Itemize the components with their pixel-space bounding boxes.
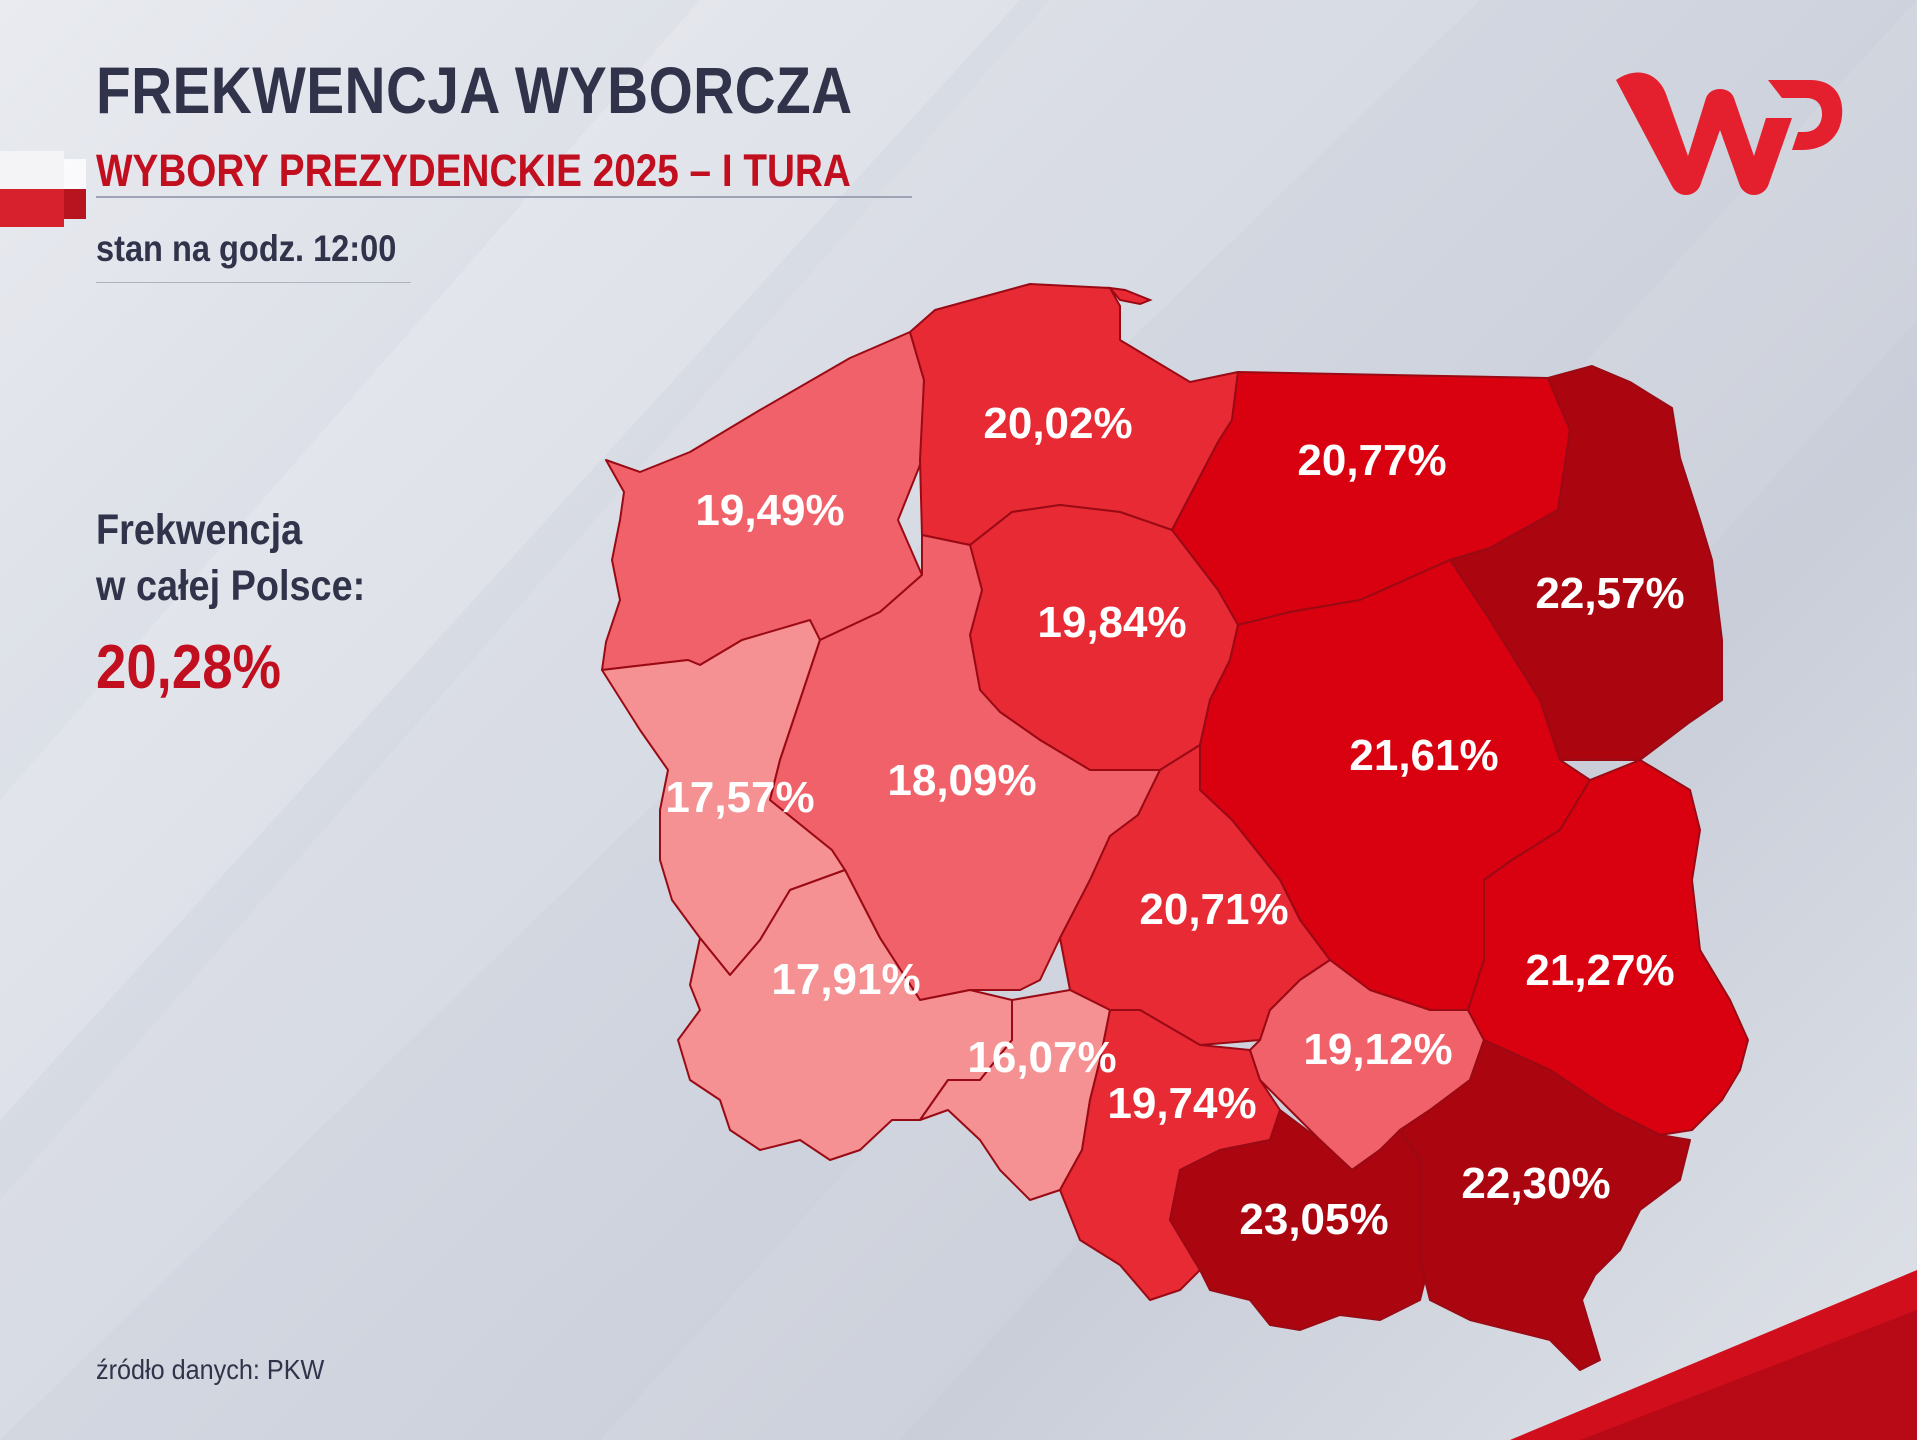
label-zachodniopomorskie: 19,49% — [695, 486, 844, 535]
subtitle-underline — [96, 196, 912, 198]
label-pomorskie: 20,02% — [983, 399, 1132, 448]
wp-logo-w — [1616, 72, 1792, 195]
national-turnout-label: Frekwencja w całej Polsce: — [96, 502, 365, 614]
label-slaskie: 19,74% — [1107, 1079, 1256, 1128]
label-lodzkie: 20,71% — [1139, 885, 1288, 934]
label-swietokrzyskie: 19,12% — [1303, 1025, 1452, 1074]
region-labels: 19,49% 20,02% 20,77% 22,57% 19,84% 17,57… — [665, 399, 1684, 1244]
label-opolskie: 16,07% — [967, 1033, 1116, 1082]
label-malopolskie: 23,05% — [1239, 1195, 1388, 1244]
label-dolnoslaskie: 17,91% — [771, 955, 920, 1004]
label-lubuskie: 17,57% — [665, 773, 814, 822]
region-podkarpackie[interactable] — [1399, 1039, 1691, 1371]
national-turnout-value: 20,28% — [96, 633, 282, 702]
flag-accent — [0, 151, 86, 227]
region-podlaskie[interactable] — [1449, 365, 1723, 761]
national-label-line1: Frekwencja — [96, 506, 303, 554]
wp-logo — [1616, 72, 1843, 195]
label-warminsko-mazurskie: 20,77% — [1297, 436, 1446, 485]
wp-logo-p — [1768, 80, 1843, 150]
page-subtitle: WYBORY PREZYDENCKIE 2025 – I TURA — [96, 145, 851, 196]
region-lubelskie[interactable] — [1467, 759, 1749, 1136]
page-title: FREKWENCJA WYBORCZA — [96, 53, 853, 127]
label-mazowieckie: 21,61% — [1349, 731, 1498, 780]
timestamp: stan na godz. 12:00 — [96, 228, 397, 269]
label-podlaskie: 22,57% — [1535, 569, 1684, 618]
hel-peninsula — [1107, 286, 1153, 306]
label-lubelskie: 21,27% — [1525, 946, 1674, 995]
data-source: źródło danych: PKW — [96, 1354, 325, 1385]
region-malopolskie[interactable] — [1169, 1109, 1431, 1331]
label-wielkopolskie: 18,09% — [887, 756, 1036, 805]
timestamp-underline — [96, 282, 411, 283]
label-kujawsko-pomorskie: 19,84% — [1037, 598, 1186, 647]
label-podkarpackie: 22,30% — [1461, 1159, 1610, 1208]
national-label-line2: w całej Polsce: — [96, 562, 366, 610]
